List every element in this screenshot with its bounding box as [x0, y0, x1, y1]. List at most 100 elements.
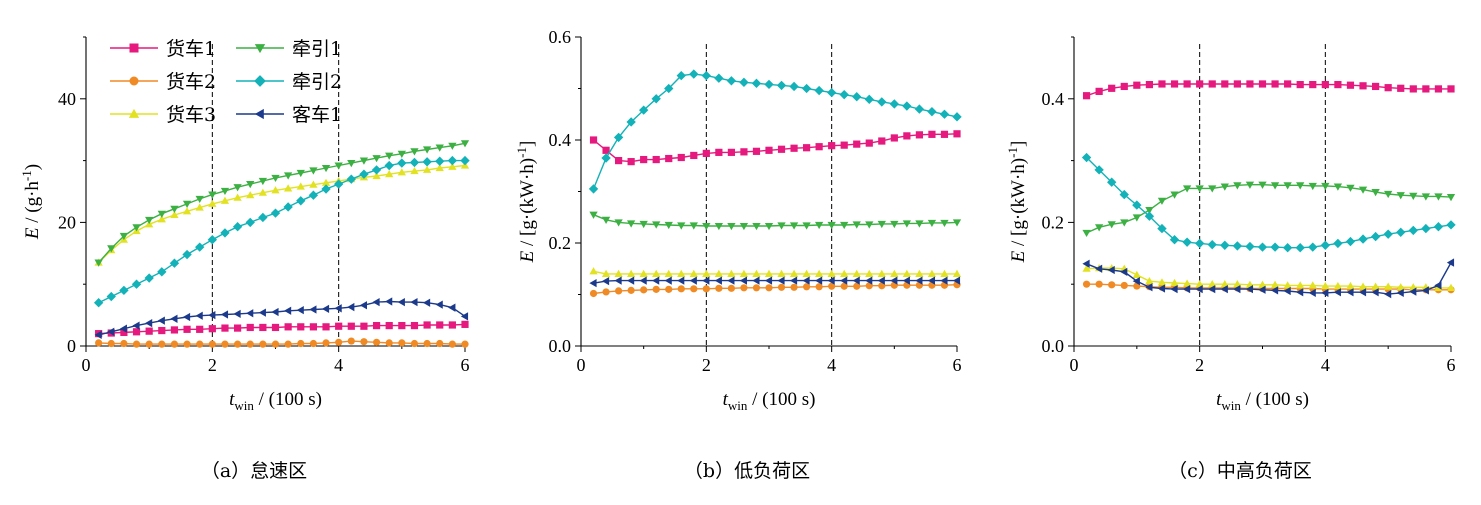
data-point [752, 269, 761, 277]
data-point [283, 202, 293, 212]
data-point [702, 269, 711, 277]
y-tick-label: 0 [67, 336, 76, 356]
data-point [1308, 281, 1317, 289]
data-point [815, 283, 823, 291]
data-point [601, 276, 610, 286]
data-point [740, 284, 748, 292]
legend-item: 货车1 [110, 38, 216, 60]
data-point [927, 269, 937, 277]
data-point [296, 306, 304, 315]
data-point [1396, 227, 1406, 237]
data-point [814, 85, 824, 96]
data-point [1095, 87, 1103, 95]
data-point [93, 298, 104, 308]
data-point [790, 144, 798, 152]
data-point [852, 92, 862, 102]
data-point [777, 269, 786, 277]
data-point [652, 276, 660, 285]
data-point [651, 94, 661, 104]
data-point [1446, 220, 1456, 230]
data-point [614, 219, 623, 227]
series-客车1 [94, 297, 469, 340]
x-tick-label: 0 [577, 355, 586, 375]
data-point [1145, 80, 1153, 89]
data-point [1233, 80, 1241, 88]
data-point [840, 282, 848, 290]
data-point [852, 269, 861, 277]
data-point [1433, 222, 1444, 232]
data-point [1120, 219, 1129, 227]
data-point [132, 328, 141, 336]
data-point [132, 340, 141, 348]
series-line [593, 214, 958, 227]
data-point [1447, 85, 1455, 93]
data-point [182, 200, 192, 208]
data-point [1082, 280, 1091, 288]
data-point [626, 117, 636, 127]
data-point [410, 148, 419, 156]
data-point [422, 146, 432, 154]
data-point [1321, 288, 1329, 297]
data-point [220, 228, 230, 238]
data-point [372, 338, 381, 346]
x-tick-label: 6 [1447, 355, 1456, 375]
data-point [170, 210, 179, 219]
data-point [840, 269, 849, 277]
data-point [1359, 82, 1367, 90]
data-point [877, 97, 887, 107]
x-tick-label: 0 [82, 355, 91, 375]
data-point [447, 155, 458, 166]
data-point [952, 269, 962, 277]
caption-idle: （a）怠速区 [200, 460, 308, 482]
data-point [321, 164, 331, 173]
data-point [1283, 281, 1292, 289]
data-point [1107, 177, 1117, 187]
legend-marker [129, 76, 139, 86]
data-point [602, 288, 610, 296]
chart-panel-3: 0 2 4 6 0.0 0.2 0.4 twin / (100 s) E / [g·(kW·h)… [1005, 36, 1456, 413]
data-point [952, 276, 961, 285]
data-point [740, 148, 748, 156]
data-point [676, 70, 686, 81]
data-point [1157, 284, 1166, 293]
series-货车2 [589, 281, 961, 298]
data-point [826, 87, 837, 98]
data-point [410, 297, 418, 307]
data-point [615, 287, 623, 295]
data-point [372, 171, 381, 180]
data-point [739, 276, 747, 285]
data-point [195, 242, 205, 252]
legend-marker [254, 44, 266, 54]
data-point [1397, 84, 1405, 92]
data-point [346, 174, 356, 184]
data-point [827, 276, 835, 285]
x-axis-label: twin / (100 s) [1216, 389, 1309, 413]
data-point [902, 276, 910, 285]
data-point [1082, 92, 1091, 100]
data-point [359, 169, 369, 179]
data-point [1082, 264, 1091, 272]
data-point [689, 222, 698, 230]
data-point [852, 221, 861, 229]
data-point [626, 220, 636, 228]
data-point [902, 220, 912, 228]
data-point [928, 130, 936, 138]
data-point [145, 327, 153, 335]
data-point [1421, 286, 1429, 295]
data-point [1144, 211, 1155, 221]
series-line [1086, 267, 1451, 289]
data-point [865, 276, 873, 285]
data-point [764, 276, 773, 285]
data-point [1082, 259, 1090, 268]
series-牵引1 [1082, 181, 1456, 238]
data-point [865, 269, 874, 277]
data-point [739, 269, 749, 277]
data-point [195, 203, 204, 211]
data-point [752, 222, 761, 231]
data-point [940, 269, 949, 277]
data-point [853, 282, 861, 290]
data-point [764, 222, 774, 231]
data-point [1358, 288, 1367, 297]
data-point [1220, 285, 1228, 294]
